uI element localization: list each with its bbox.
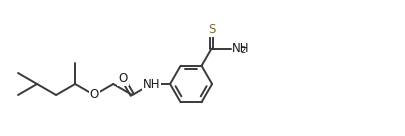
Text: 2: 2 (240, 46, 245, 55)
Text: O: O (90, 89, 98, 101)
Text: O: O (118, 72, 127, 85)
Text: NH: NH (142, 78, 160, 90)
Text: S: S (207, 23, 215, 36)
Text: NH: NH (232, 42, 249, 55)
